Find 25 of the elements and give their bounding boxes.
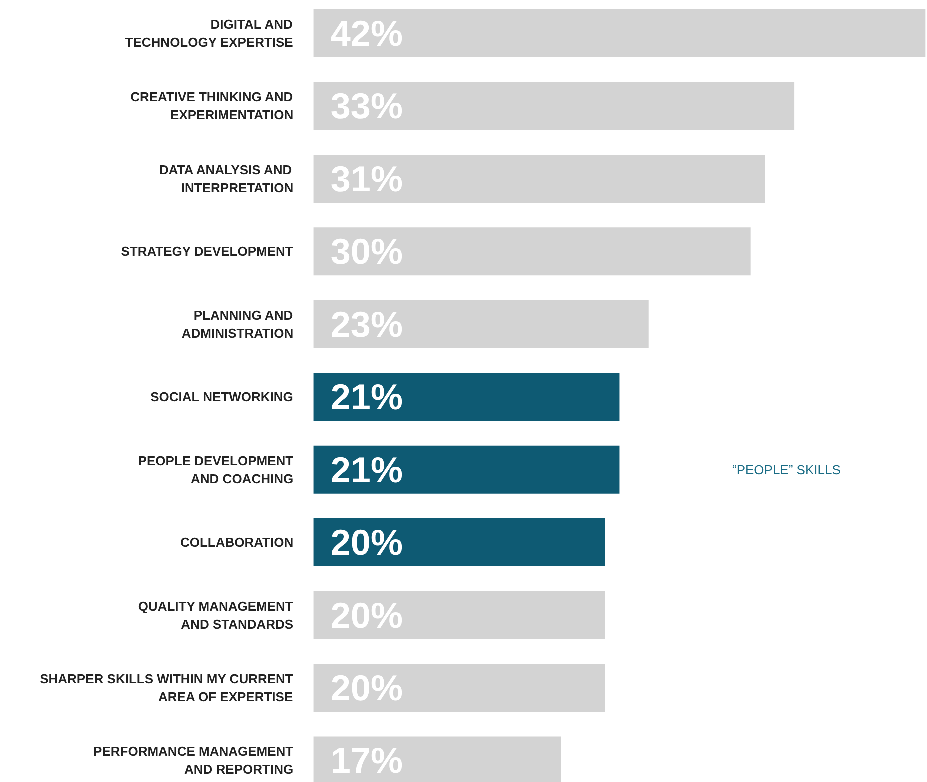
bar (314, 82, 795, 130)
bar (314, 446, 620, 494)
y-tick-label: SHARPER SKILLS WITHIN MY CURRENT AREA OF EXPERTISE (40, 671, 294, 704)
data-label: 21% (330, 376, 403, 418)
y-tick-label: QUALITY MANAGEMENT AND STANDARDS (138, 598, 294, 632)
y-tick-label: SOCIAL NETWORKING (150, 390, 294, 405)
bar (314, 591, 606, 640)
y-tick-label: CREATIVE THINKING AND EXPERIMENTATION (130, 90, 294, 123)
y-tick-label: COLLABORATION (180, 535, 294, 550)
annotation: “PEOPLE” SKILLS (732, 462, 842, 478)
data-label: 20% (330, 522, 403, 564)
y-tick-label: PLANNING AND ADMINISTRATION (182, 308, 294, 341)
bar (314, 518, 606, 567)
bar (314, 300, 649, 348)
y-tick-label: STRATEGY DEVELOPMENT (121, 244, 294, 260)
y-tick-label: DIGITAL AND TECHNOLOGY EXPERTISE (125, 17, 294, 50)
bar (314, 373, 620, 422)
data-label: 21% (330, 449, 403, 490)
bar (314, 228, 751, 276)
bar (314, 10, 926, 58)
bar (314, 154, 766, 203)
y-tick-label: PEOPLE DEVELOPMENT AND COACHING (138, 453, 294, 486)
y-tick-label: DATA ANALYSIS AND INTERPRETATION (159, 162, 294, 196)
y-tick-label: PERFORMANCE MANAGEMENT AND REPORTING (94, 744, 294, 778)
bar (314, 664, 606, 712)
